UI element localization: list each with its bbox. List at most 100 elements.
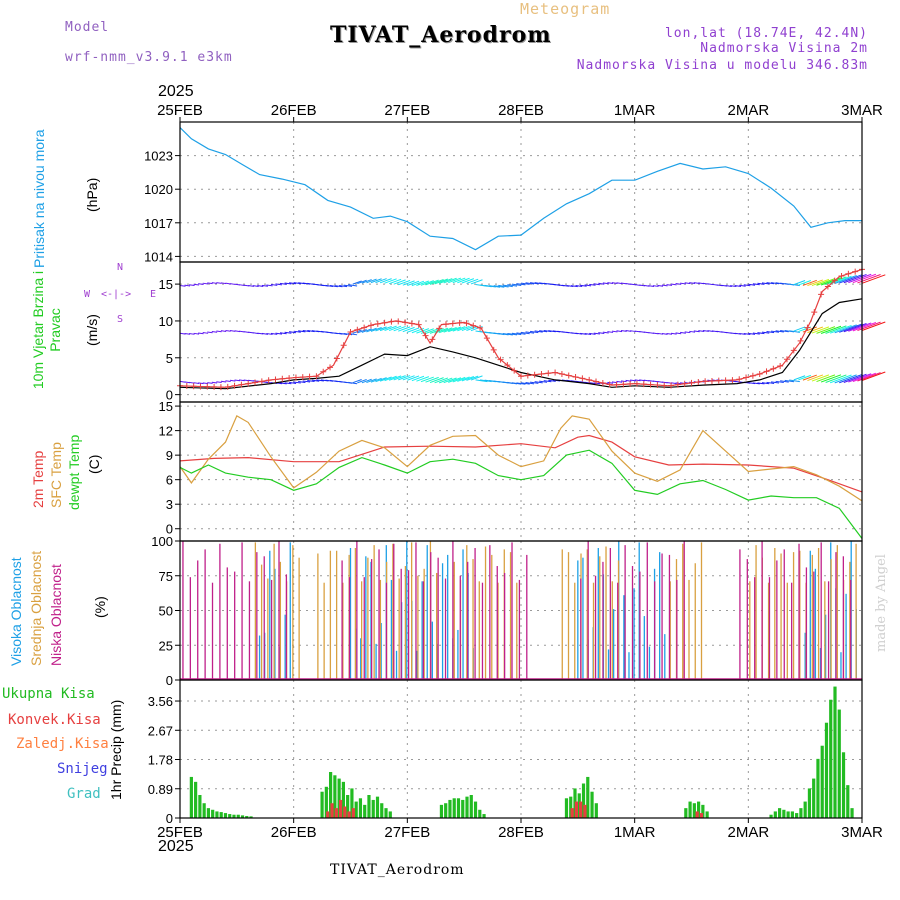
wind-barb [352,379,362,384]
wind-barb [830,275,852,285]
wind-barb [448,277,462,284]
wind-barb [789,283,800,287]
wind-barb [352,280,362,285]
total-rain-bar [245,816,249,818]
total-rain-bar [777,808,782,818]
wind-barb [379,278,392,284]
wind-barb [816,374,836,383]
gust-marker [783,356,790,363]
wind-barb [370,278,382,284]
gust-marker [279,375,286,382]
wind-barb [375,326,387,332]
wind-barb [361,378,372,384]
wind-barb [770,381,780,384]
wind-barb [425,279,439,286]
wind-barb [279,282,287,285]
conv-rain-bar [351,808,355,818]
gust-marker [395,318,402,325]
wind-barb [307,330,315,333]
gust-marker [299,374,306,381]
wind-barb [248,284,255,287]
wind-dir-arrows: <-|-> [101,289,132,300]
ytick-label: 6 [166,473,173,488]
ytick-label: 3.56 [148,694,173,709]
total-rain-bar [590,791,594,818]
wind-barb [689,282,696,284]
gust-marker [627,380,634,387]
total-rain-bar [354,801,358,818]
wind-barb [393,375,406,381]
wind-barb [266,333,273,335]
ytick-label: 15 [159,277,173,292]
gust-marker [681,380,688,387]
wind-barb [239,379,245,382]
wind-barb [211,381,218,384]
total-rain-bar [189,776,193,818]
total-rain-bar [211,809,215,818]
wind-barb [470,279,483,285]
wind-barb [366,278,377,284]
conv-rain-bar [574,801,579,818]
wind-barb [225,380,231,382]
wind-barb [466,375,479,381]
xtick-label-top: 26FEB [271,102,317,119]
wind-barb [666,332,673,335]
wind-barb [189,332,195,335]
wind-barb [438,327,453,334]
wind-barb [675,283,682,285]
wind-barb [784,379,795,383]
wind-barb [543,380,552,383]
wind-barb [611,330,618,333]
wind-barb [584,333,592,335]
ytick-label: 1.78 [148,753,173,768]
gust-marker [668,382,675,389]
wind-barb [793,326,806,332]
wind-barb [407,280,420,286]
wind-barb [611,282,618,284]
wind-barb [852,273,877,284]
wind-barb [657,284,664,287]
gust-marker [845,270,852,277]
wind-barb [843,373,867,383]
total-rain-bar [473,801,478,818]
wind-barb [770,330,780,333]
legend-frz-rain: Zaledj.Kisa [16,736,109,752]
ytick-label: 1023 [144,149,173,164]
wind-barb [793,280,806,286]
wind-barb [602,331,609,334]
legend-snow: Snijeg [57,761,108,777]
total-rain-bar [384,808,388,818]
wind-barb [211,282,218,284]
gust-marker [545,370,552,377]
wind-barb [370,327,382,332]
wind-barb [289,282,297,285]
wind-barb [839,374,862,384]
gust-marker [824,283,831,290]
wind-barb [270,332,278,335]
wind-barb [584,284,592,287]
wind-barb [498,284,509,288]
gust-marker [579,375,586,382]
wind-barb [293,330,301,333]
wind-barb [270,283,278,286]
total-rain-bar [569,796,573,818]
wind-barb [334,285,343,288]
wind-barb [457,376,470,382]
wind-barb [534,381,543,384]
wind-barb [193,283,200,286]
wind-barb [361,279,372,284]
wind-barb [438,278,453,284]
total-rain-bar [786,811,790,818]
wind-barb [420,376,434,383]
ytick-label: 25 [159,638,173,653]
ytick-label: 0.89 [148,782,173,797]
total-rain-bar [329,772,333,818]
wind-barb [302,330,311,333]
panel-frame [179,540,863,681]
marks-layer [177,127,865,818]
wind-barb [516,283,526,286]
wind-barb [734,285,742,287]
wind-barb [293,282,301,285]
wind-barb [830,324,852,334]
wind-barb [525,382,535,385]
